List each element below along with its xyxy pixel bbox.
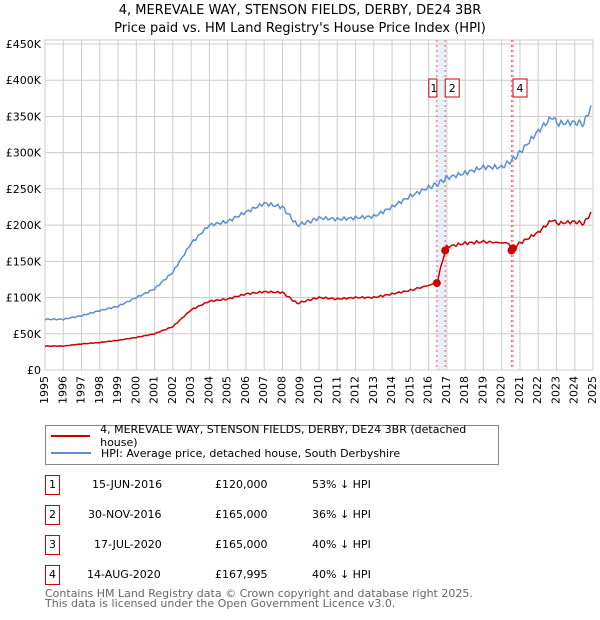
x-tick-label: 2019 bbox=[476, 376, 489, 404]
sale-point bbox=[508, 244, 517, 253]
sale-number: 2 bbox=[45, 505, 60, 525]
sale-date: 17-JUL-2020 bbox=[94, 538, 162, 551]
x-tick-label: 1999 bbox=[111, 376, 124, 404]
x-tick-label: 1995 bbox=[38, 376, 51, 404]
y-tick-label: £400K bbox=[6, 74, 42, 87]
x-tick-label: 2018 bbox=[458, 376, 471, 404]
x-tick-label: 2013 bbox=[367, 376, 380, 404]
x-tick-label: 1998 bbox=[93, 376, 106, 404]
sale-hpi: 40% ↓ HPI bbox=[312, 568, 371, 581]
y-tick-label: £200K bbox=[6, 219, 42, 232]
x-tick-label: 2011 bbox=[330, 376, 343, 404]
sale-price: £165,000 bbox=[215, 538, 268, 551]
sale-number: 1 bbox=[45, 475, 60, 495]
sale-label-box bbox=[512, 78, 528, 98]
legend-label: 4, MEREVALE WAY, STENSON FIELDS, DERBY, … bbox=[100, 423, 467, 449]
x-tick-label: 2022 bbox=[531, 376, 544, 404]
x-tick-label: 2005 bbox=[221, 376, 234, 404]
x-tick-label: 2020 bbox=[495, 376, 508, 404]
legend-item-hpi: HPI: Average price, detached house, Sout… bbox=[51, 445, 400, 461]
sale-hpi: 36% ↓ HPI bbox=[312, 508, 371, 521]
sale-hpi: 53% ↓ HPI bbox=[312, 478, 371, 491]
sale-band bbox=[436, 40, 446, 370]
x-tick-label: 2002 bbox=[166, 376, 179, 404]
x-tick-label: 2014 bbox=[385, 376, 398, 404]
x-tick-label: 2004 bbox=[202, 376, 215, 404]
legend-item-property: 4, MEREVALE WAY, STENSON FIELDS, DERBY, … bbox=[51, 423, 498, 449]
x-tick-label: 2024 bbox=[568, 376, 581, 404]
sale-price: £165,000 bbox=[215, 508, 268, 521]
y-tick-label: £350K bbox=[6, 110, 42, 123]
x-tick-label: 2009 bbox=[294, 376, 307, 404]
sale-label: 1 bbox=[430, 82, 437, 95]
x-tick-label: 2003 bbox=[184, 376, 197, 404]
series-line bbox=[44, 105, 592, 321]
x-tick-label: 1997 bbox=[75, 376, 88, 404]
x-tick-label: 2010 bbox=[312, 376, 325, 404]
footer-line: Contains HM Land Registry data © Crown c… bbox=[45, 587, 473, 600]
legend-swatch-blue bbox=[51, 452, 91, 454]
x-tick-label: 2001 bbox=[148, 376, 161, 404]
y-tick-label: £150K bbox=[6, 255, 42, 268]
sale-label: 2 bbox=[449, 82, 456, 95]
chart-title: 4, MEREVALE WAY, STENSON FIELDS, DERBY, … bbox=[118, 3, 482, 18]
sale-price: £120,000 bbox=[215, 478, 268, 491]
sale-point bbox=[441, 246, 450, 255]
x-tick-label: 2015 bbox=[403, 376, 416, 404]
sale-number: 4 bbox=[45, 565, 60, 585]
series-line bbox=[44, 211, 592, 348]
sale-label: 4 bbox=[516, 82, 523, 95]
y-tick-label: £300K bbox=[6, 147, 42, 160]
price-chart: 1995 1996 1997 1998 1999 2000 2001 2002 2003 2004… bbox=[6, 38, 599, 404]
sale-point bbox=[432, 279, 441, 288]
x-tick-label: 2007 bbox=[257, 376, 270, 404]
x-tick-label: 2012 bbox=[349, 376, 362, 404]
y-tick-label: £450K bbox=[6, 38, 42, 51]
x-tick-label: 1996 bbox=[56, 376, 69, 404]
sale-date: 15-JUN-2016 bbox=[92, 478, 163, 491]
x-tick-label: 2008 bbox=[275, 376, 288, 404]
x-tick-label: 2000 bbox=[129, 376, 142, 404]
sale-hpi: 40% ↓ HPI bbox=[312, 538, 371, 551]
x-tick-label: 2021 bbox=[513, 376, 526, 404]
x-tick-label: 2023 bbox=[549, 376, 562, 404]
y-tick-label: £0 bbox=[27, 364, 41, 377]
y-tick-label: £50K bbox=[13, 328, 42, 341]
footer: Contains HM Land Registry data © Crown c… bbox=[45, 587, 473, 610]
legend: 4, MEREVALE WAY, STENSON FIELDS, DERBY, … bbox=[45, 423, 499, 465]
x-tick-label: 2016 bbox=[422, 376, 435, 404]
y-tick-label: £100K bbox=[6, 292, 42, 305]
chart-subtitle: Price paid vs. HM Land Registry's House … bbox=[114, 21, 486, 36]
x-tick-label: 2025 bbox=[586, 376, 599, 404]
sale-date: 30-NOV-2016 bbox=[88, 508, 162, 521]
sale-label-box bbox=[444, 78, 460, 98]
sale-date: 14-AUG-2020 bbox=[87, 568, 161, 581]
legend-swatch-red bbox=[51, 435, 91, 437]
footer-line: This data is licensed under the Open Gov… bbox=[45, 597, 396, 610]
x-tick-label: 2006 bbox=[239, 376, 252, 404]
sale-number: 3 bbox=[45, 535, 60, 555]
x-tick-label: 2017 bbox=[440, 376, 453, 404]
sale-label-box bbox=[428, 78, 438, 98]
legend-label: HPI: Average price, detached house, Sout… bbox=[101, 446, 401, 460]
plot-frame bbox=[44, 39, 594, 371]
sale-price: £167,995 bbox=[215, 568, 268, 581]
y-tick-label: £250K bbox=[6, 183, 42, 196]
